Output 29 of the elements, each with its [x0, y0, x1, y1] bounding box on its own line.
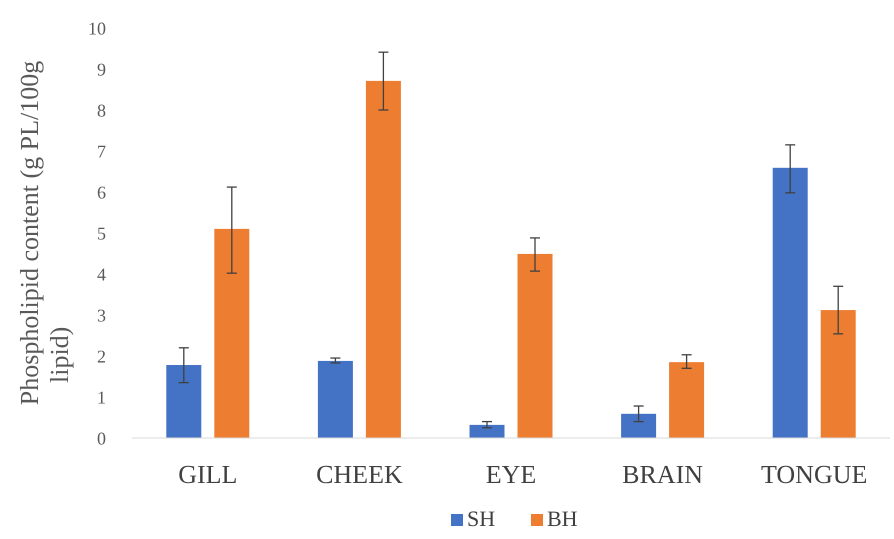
y-tick-label: 1	[97, 387, 106, 408]
bar	[621, 414, 656, 438]
bar	[214, 228, 250, 438]
y-tick-label: 6	[97, 182, 106, 202]
bar	[820, 310, 856, 438]
bar	[366, 80, 401, 438]
y-tick-label: 2	[97, 346, 106, 366]
bar	[166, 365, 202, 438]
x-tick-label: TONGUE	[760, 460, 868, 489]
y-tick-label: 5	[97, 223, 106, 244]
x-tick-label: BRAIN	[622, 460, 704, 489]
y-tick-label: 7	[97, 141, 106, 162]
bar	[318, 360, 353, 438]
legend-label: BH	[547, 506, 578, 531]
bar	[470, 424, 504, 438]
y-tick-label: 3	[97, 305, 106, 326]
y-axis-title: Phospholipid content (g PL/100g lipid)	[15, 60, 74, 406]
x-tick-label: GILL	[178, 460, 238, 489]
bar	[518, 254, 552, 438]
y-tick-label: 8	[97, 100, 106, 120]
x-tick-label: EYE	[486, 460, 536, 489]
bar	[772, 168, 808, 438]
y-tick-label: 0	[97, 428, 106, 448]
legend-label: SH	[467, 506, 496, 531]
y-tick-label: 9	[97, 59, 106, 80]
y-tick-label: 10	[88, 18, 106, 38]
x-tick-label: CHEEK	[316, 460, 403, 489]
y-tick-label: 4	[97, 264, 106, 284]
bar	[669, 362, 704, 438]
